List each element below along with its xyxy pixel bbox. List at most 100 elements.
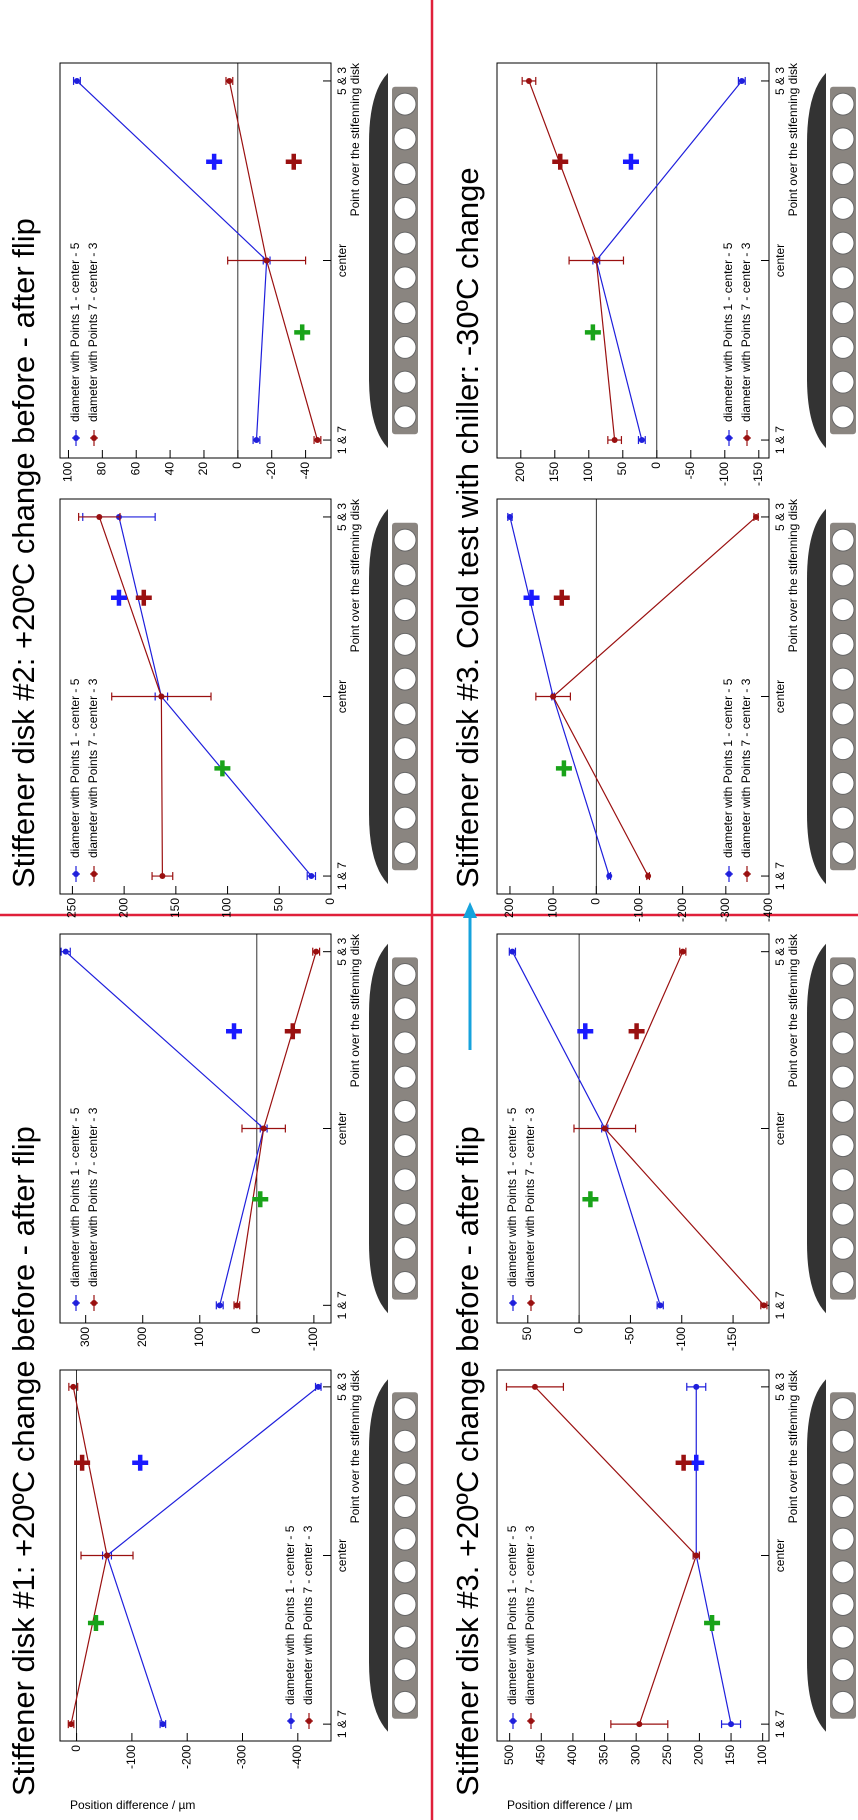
disk-hole [394, 406, 416, 428]
disk-hole [394, 371, 416, 393]
x-tick-label: 1 & 7 [335, 862, 349, 890]
legend-marker [510, 1300, 516, 1306]
data-point [657, 1302, 663, 1308]
disk-hole [394, 93, 416, 115]
cross-marker [294, 324, 310, 340]
disk-hole [832, 163, 854, 185]
disk-hole [394, 703, 416, 725]
cross-marker [252, 1191, 268, 1207]
y-tick-label: 200 [116, 898, 130, 918]
y-tick-label: 200 [135, 1327, 149, 1347]
y-tick-label: 300 [78, 1327, 92, 1347]
y-tick-label: 250 [660, 1745, 674, 1765]
data-point [160, 1721, 166, 1727]
y-tick-label: -100 [306, 1327, 320, 1351]
disk-hole [394, 738, 416, 760]
y-tick-label: -100 [124, 1745, 138, 1769]
disk-hole [832, 529, 854, 551]
x-tick-label: 5 & 3 [773, 67, 787, 95]
section-title: Stiffener disk #3. Cold test with chille… [450, 167, 485, 888]
disk-hole [832, 336, 854, 358]
legend-label: diameter with Points 1 - center - 5 [505, 1525, 519, 1705]
y-tick-label: -100 [632, 898, 646, 922]
disk-hole [832, 1066, 854, 1088]
legend-label: diameter with Points 7 - center - 3 [86, 242, 100, 422]
data-point [639, 437, 645, 443]
disk-hole [832, 371, 854, 393]
x-tick-label: 1 & 7 [773, 1710, 787, 1738]
y-tick-label: 150 [168, 898, 182, 918]
disk-hole [394, 197, 416, 219]
disk-hole [832, 232, 854, 254]
x-tick-label: 1 & 7 [335, 426, 349, 454]
y-tick-label: 150 [723, 1745, 737, 1765]
disk-shape [807, 1379, 826, 1731]
y-tick-label: 200 [513, 462, 527, 482]
x-tick-label: 1 & 7 [335, 1710, 349, 1738]
legend-marker [528, 1300, 534, 1306]
disk-hole [832, 1528, 854, 1550]
y-tick-label: 100 [755, 1745, 769, 1765]
disk-hole [832, 1561, 854, 1583]
disk-hole [394, 1032, 416, 1054]
data-point [74, 78, 80, 84]
cross-marker [554, 590, 570, 606]
data-point [315, 1384, 321, 1390]
cross-marker [286, 154, 302, 170]
legend-label: diameter with Points 7 - center - 3 [301, 1525, 315, 1705]
y-tick-label: 100 [220, 898, 234, 918]
y-tick-label: 300 [628, 1745, 642, 1765]
cross-marker [206, 154, 222, 170]
disk-hole [394, 842, 416, 864]
data-point [593, 258, 599, 264]
x-axis-title: Point over the stifenning disk [786, 933, 800, 1087]
disk-hole [394, 163, 416, 185]
x-tick-label: 5 & 3 [335, 937, 349, 965]
disk-hole [394, 1496, 416, 1518]
cross-marker [585, 324, 601, 340]
legend-label: diameter with Points 1 - center - 5 [721, 678, 735, 858]
data-point [761, 1302, 767, 1308]
disk-hole [394, 302, 416, 324]
data-point [96, 514, 102, 520]
data-point [158, 694, 164, 700]
x-tick-label: 5 & 3 [773, 1373, 787, 1401]
y-tick-label: 150 [547, 462, 561, 482]
y-tick-label: 100 [545, 898, 559, 918]
cross-marker [226, 1023, 242, 1039]
y-tick-label: 0 [571, 1327, 585, 1334]
y-tick-label: -400 [290, 1745, 304, 1769]
data-point [645, 873, 651, 879]
slide-screenshot: Stiffener disk #1: +20ºC change before -… [0, 0, 858, 1820]
legend-marker [91, 435, 97, 441]
legend-label: diameter with Points 7 - center - 3 [523, 1107, 537, 1287]
y-tick-label: 0 [230, 462, 244, 469]
cross-marker [552, 154, 568, 170]
legend-marker [744, 871, 750, 877]
disk-hole [394, 267, 416, 289]
disk-hole [394, 807, 416, 829]
disk-hole [394, 772, 416, 794]
disk-hole [394, 1659, 416, 1681]
disk-hole [832, 963, 854, 985]
disk-hole [832, 128, 854, 150]
x-tick-label: center [773, 1112, 787, 1145]
legend-marker [306, 1718, 312, 1724]
legend-label: diameter with Points 1 - center - 5 [68, 678, 82, 858]
x-tick-label: 1 & 7 [335, 1291, 349, 1319]
x-tick-label: 1 & 7 [773, 426, 787, 454]
x-axis-title: Point over the stifenning disk [786, 62, 800, 216]
x-tick-label: center [773, 1539, 787, 1572]
disk-hole [394, 1626, 416, 1648]
x-tick-label: 5 & 3 [335, 503, 349, 531]
x-axis-title: Point over the stifenning disk [348, 498, 362, 652]
disk-hole [832, 1272, 854, 1294]
disk-hole [832, 1135, 854, 1157]
disk-hole [832, 668, 854, 690]
y-tick-label: 500 [502, 1745, 516, 1765]
data-point [739, 78, 745, 84]
disk-hole [832, 1496, 854, 1518]
y-tick-label: 200 [502, 898, 516, 918]
y-tick-label: 40 [162, 462, 176, 476]
x-tick-label: 5 & 3 [335, 1373, 349, 1401]
